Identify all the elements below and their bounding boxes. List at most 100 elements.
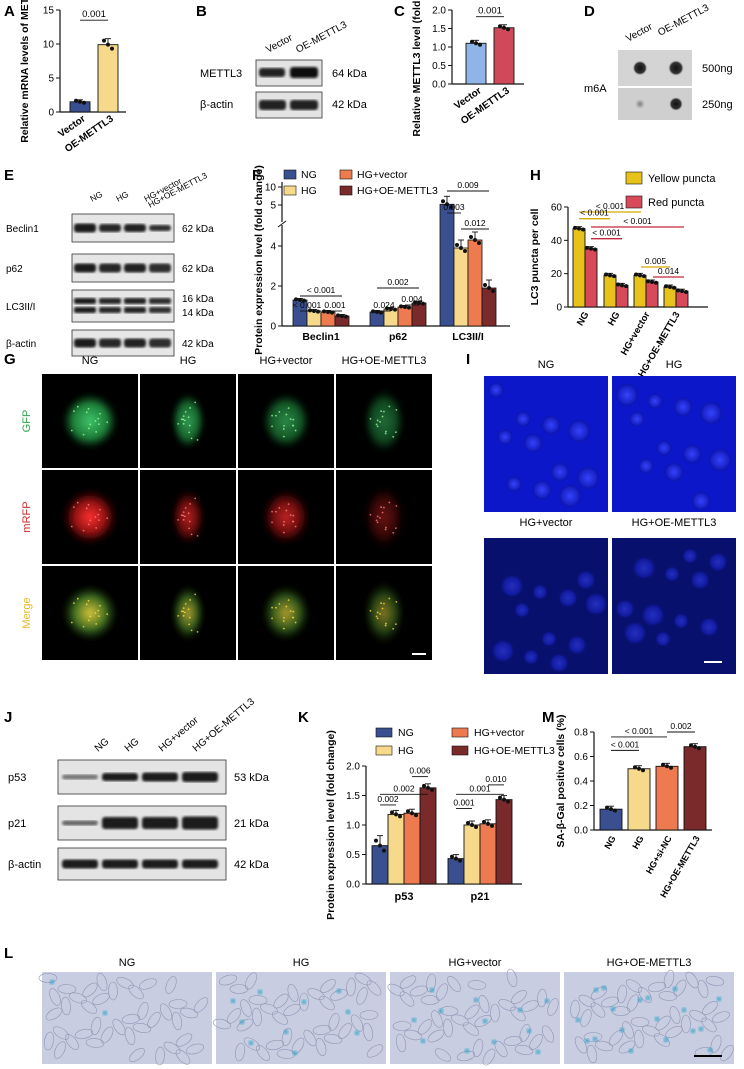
nucleus [532,584,548,600]
data-point [445,202,449,207]
legend-swatch [375,745,393,756]
stained-cell [584,1038,590,1044]
cell-outline [354,972,372,986]
puncta [292,514,295,517]
puncta [287,407,290,410]
data-point [430,787,434,792]
blot-j-row-label: β-actin [8,859,41,871]
nucleus [656,440,672,456]
cell-outline [392,1021,412,1031]
puncta [381,607,384,610]
cell-outline [600,996,620,1008]
stained-cell [690,1028,696,1034]
cell-outline [175,1033,193,1047]
nucleus [488,382,504,398]
chart-h: 0 20 40 60 LC3 puncta per cell Yellow puncta R… [529,171,716,379]
microscopy-g-row: Merge [21,597,33,628]
stained-cell [429,987,435,993]
blot-b-band [259,68,285,77]
p-value-label: < 0.001 [611,739,640,749]
blot-b-kda-0: 64 kDa [332,68,368,80]
puncta [184,603,187,605]
cell-outline [712,1011,730,1023]
microscopy-l-column: HG+vector [449,957,502,969]
puncta [95,527,98,529]
nucleus [491,639,515,663]
p-value-label: 0.010 [485,774,507,784]
panel-label-k: K [298,709,309,726]
p-value-label: < 0.001 [625,726,654,736]
puncta [97,513,100,516]
cell-outline [537,988,547,1008]
nucleus [541,415,561,435]
chart-m: 0.0 0.2 0.4 0.6 0.8 SA-β-Gal positive cells (… [555,714,712,899]
bar [645,281,659,308]
cell-outline [399,975,417,989]
data-point [466,821,470,825]
nucleus [576,466,600,490]
data-point [371,309,375,314]
puncta [376,521,379,524]
blot-band [74,298,96,304]
cell-outline [81,1000,97,1014]
puncta [395,504,398,507]
cell-outline [366,1044,384,1058]
microscopy-g-column: HG+vector [260,355,313,367]
data-point [458,858,462,863]
data-point [421,301,425,306]
puncta [182,415,185,418]
blot-band [99,263,121,273]
puncta [394,431,397,434]
puncta [97,615,100,618]
cell-outline [245,972,257,990]
data-point [459,246,463,250]
y-tick-label: 0.8 [574,728,588,739]
cell-outline [112,1018,126,1036]
puncta [282,531,285,534]
data-point [463,249,467,253]
data-point [502,797,506,802]
puncta [196,630,199,633]
puncta [97,417,100,420]
data-point [410,811,414,816]
panel-i: I NG HG HG+vector HG+OE-METTL3 [466,351,736,674]
cell-outline [281,1027,293,1047]
data-point [298,298,302,302]
puncta [85,603,88,606]
puncta [394,623,397,626]
stained-cell [464,1048,470,1054]
nucleus [558,484,582,508]
blot-e-kda: 62 kDa [182,224,214,235]
panel-b: B Vector OE-METTL3 METTL3 β-actin 64 kDa… [196,3,368,119]
p-value-label: 0.012 [464,218,486,228]
puncta [89,423,92,426]
nucleus [500,574,524,598]
data-point [668,285,672,289]
cell-outline [328,1013,340,1031]
puncta [292,520,295,523]
data-point [389,307,393,311]
bar [627,768,651,831]
blot-e-kda: 14 kDa [182,308,214,319]
blot-band [62,774,98,780]
y-tick-label: 0 [556,303,562,314]
blot-band [149,298,171,304]
cell-outline [658,991,678,1001]
blot-e-row-label: p62 [6,264,23,275]
y-tick-label: 2 [270,282,276,293]
cell-outline [362,1022,374,1042]
data-point [676,288,680,293]
blot-band [62,859,98,869]
puncta [106,517,109,520]
cell-outline [356,987,368,1005]
stained-cell [257,989,263,995]
nucleus [541,631,557,647]
stained-cell [526,1028,532,1034]
data-point [399,304,403,309]
puncta [271,414,273,417]
data-point [634,272,638,277]
legend-label: HG+OE-METTL3 [357,185,438,197]
cell-outline [256,1045,270,1061]
